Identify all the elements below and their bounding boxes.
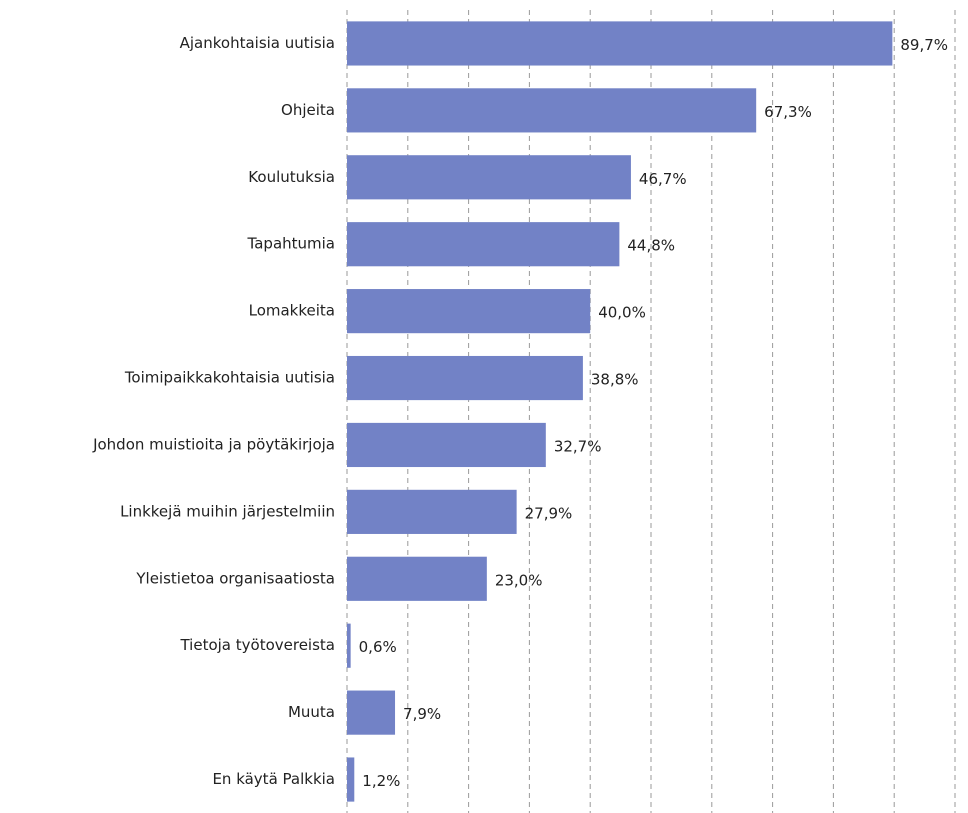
category-label: Ohjeita (281, 101, 335, 119)
value-label: 89,7% (900, 36, 948, 54)
category-label: Tietoja työtovereista (179, 636, 335, 654)
category-label: Linkkejä muihin järjestelmiin (120, 502, 335, 520)
value-label: 0,6% (359, 638, 397, 656)
category-label: Tapahtumia (247, 235, 335, 253)
bar (347, 88, 757, 133)
value-label: 46,7% (639, 170, 687, 188)
value-label: 32,7% (554, 437, 602, 455)
bar (347, 556, 487, 601)
value-label: 23,0% (495, 571, 543, 589)
category-label: Lomakkeita (249, 302, 335, 320)
value-label: 40,0% (598, 304, 646, 322)
bar (347, 623, 351, 668)
category-label: Muuta (288, 703, 335, 721)
value-label: 1,2% (362, 772, 400, 790)
value-label: 7,9% (403, 705, 441, 723)
category-label: Johdon muistioita ja pöytäkirjoja (92, 435, 335, 453)
value-label: 67,3% (764, 103, 812, 121)
value-label: 27,9% (525, 504, 573, 522)
value-label: 38,8% (591, 371, 639, 389)
bar (347, 489, 517, 534)
bar (347, 690, 396, 735)
category-label: Toimipaikkakohtaisia uutisia (124, 369, 335, 387)
bar (347, 289, 591, 334)
category-label: En käytä Palkkia (212, 770, 335, 788)
bar (347, 222, 620, 267)
bar (347, 21, 893, 66)
bar (347, 355, 583, 401)
category-label: Ajankohtaisia uutisia (180, 34, 335, 52)
bar (347, 422, 546, 468)
bar (347, 155, 631, 200)
value-label: 44,8% (627, 237, 675, 255)
bar (347, 757, 355, 802)
category-label: Koulutuksia (248, 168, 335, 186)
category-label: Yleistietoa organisaatiosta (135, 569, 335, 587)
